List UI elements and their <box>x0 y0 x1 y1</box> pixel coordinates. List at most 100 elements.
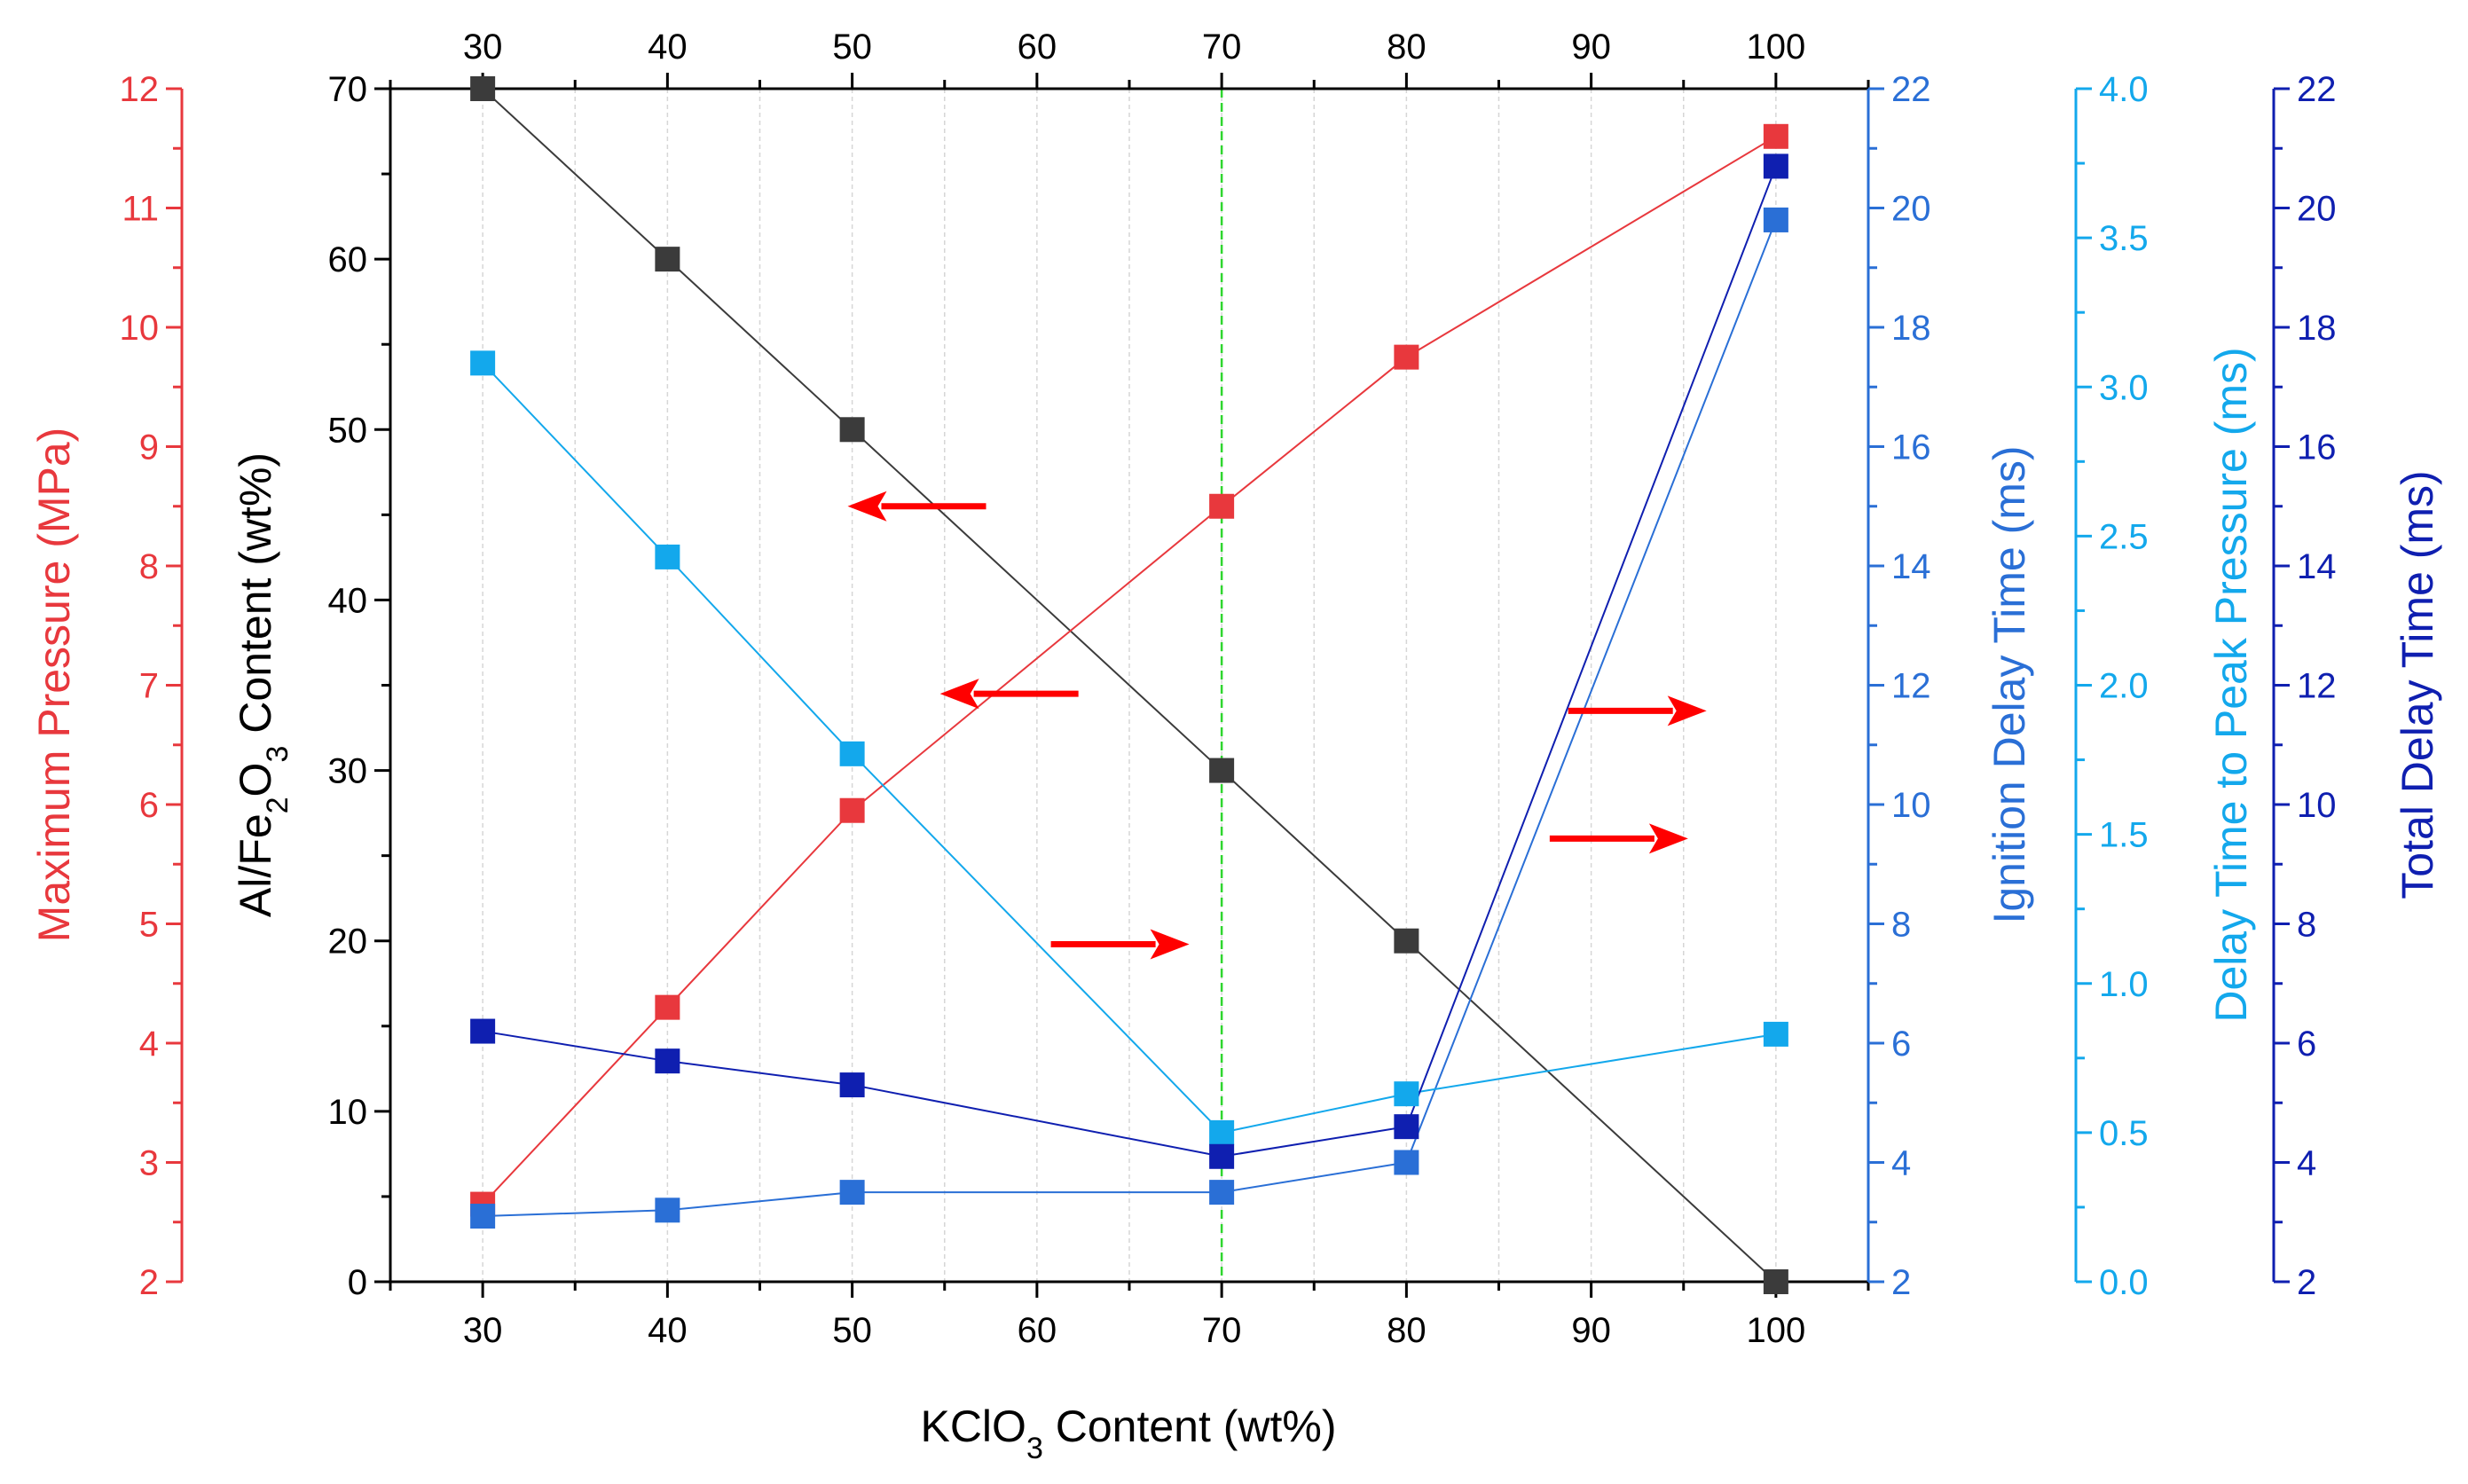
x-tick-label-top: 40 <box>648 27 688 67</box>
peak-tick-label: 1.0 <box>2099 965 2149 1004</box>
ignition-marker <box>655 1197 680 1223</box>
peak-tick-label: 1.5 <box>2099 816 2149 855</box>
pressure-tick-label: 9 <box>139 428 159 467</box>
pressure-tick-label: 6 <box>139 786 159 825</box>
peak-marker <box>655 544 680 569</box>
content-tick-label: 50 <box>328 411 368 450</box>
x-tick-label-top: 50 <box>832 27 872 67</box>
content-tick-label: 60 <box>328 240 368 279</box>
pressure-marker <box>1394 344 1419 370</box>
total-marker <box>1763 153 1788 179</box>
total-tick-label: 16 <box>2297 428 2337 467</box>
x-tick-label-top: 100 <box>1747 27 1806 67</box>
ignition-tick-label: 4 <box>1891 1144 1911 1183</box>
ignition-axis-title: Ignition Delay Time (ms) <box>1985 445 2034 923</box>
total-marker <box>1394 1114 1419 1140</box>
content-marker <box>1394 928 1419 954</box>
total-marker <box>470 1018 496 1044</box>
arrow-right-head <box>1150 929 1190 960</box>
arrow-left-head <box>847 491 887 522</box>
x-tick-label-bottom: 60 <box>1018 1311 1057 1350</box>
total-marker <box>655 1048 680 1074</box>
x-tick-label-top: 90 <box>1571 27 1611 67</box>
x-axis-title-main: KClO <box>920 1402 1026 1451</box>
peak-marker <box>1763 1021 1788 1047</box>
content-tick-label: 0 <box>348 1263 367 1302</box>
total-marker <box>1209 1143 1235 1169</box>
content-axis-title-b: 2 <box>261 797 295 813</box>
total-tick-label: 14 <box>2297 547 2337 586</box>
x-tick-label-top: 80 <box>1387 27 1427 67</box>
pressure-marker <box>839 797 865 823</box>
peak-tick-label: 4.0 <box>2099 70 2149 109</box>
x-tick-label-bottom: 70 <box>1202 1311 1242 1350</box>
x-tick-label-bottom: 30 <box>463 1311 503 1350</box>
pressure-tick-label: 12 <box>120 70 160 109</box>
total-tick-label: 22 <box>2297 70 2337 109</box>
total-series-line <box>482 166 1777 1158</box>
peak-marker <box>839 741 865 766</box>
pressure-tick-label: 11 <box>122 190 159 229</box>
peak-series-line <box>482 362 1777 1134</box>
peak-marker <box>1209 1119 1235 1145</box>
content-marker <box>470 76 496 101</box>
arrow-right-head <box>1667 695 1707 726</box>
ignition-tick-label: 12 <box>1891 667 1931 706</box>
ignition-marker <box>1209 1180 1235 1205</box>
pressure-tick-label: 2 <box>139 1263 159 1302</box>
ignition-tick-label: 10 <box>1891 786 1931 825</box>
pressure-tick-label: 4 <box>139 1025 159 1064</box>
ignition-marker <box>470 1204 496 1229</box>
content-series-line <box>482 89 1777 1282</box>
x-tick-label-top: 60 <box>1018 27 1057 67</box>
x-tick-label-bottom: 50 <box>832 1311 872 1350</box>
peak-marker <box>470 350 496 376</box>
x-axis-title-rest: Content (wt%) <box>1043 1402 1337 1451</box>
content-axis-title-d: 3 <box>261 746 295 763</box>
x-tick-label-top: 30 <box>463 27 503 67</box>
arrow-right-head <box>1648 823 1688 854</box>
pressure-marker <box>1209 493 1235 519</box>
x-axis-title: KClO3 Content (wt%) <box>920 1402 1336 1465</box>
ignition-tick-label: 2 <box>1891 1263 1911 1302</box>
ignition-tick-label: 18 <box>1891 309 1931 348</box>
content-tick-label: 20 <box>328 923 368 962</box>
content-marker <box>655 247 680 272</box>
total-tick-label: 12 <box>2297 667 2337 706</box>
x-tick-label-bottom: 80 <box>1387 1311 1427 1350</box>
content-axis-title-e: Content (wt%) <box>231 452 280 746</box>
ignition-tick-label: 6 <box>1891 1025 1911 1064</box>
content-tick-label: 30 <box>328 752 368 791</box>
content-axis-title: Al/Fe2O3 Content (wt%) <box>231 452 295 917</box>
content-tick-label: 10 <box>328 1093 368 1132</box>
total-tick-label: 20 <box>2297 190 2337 229</box>
peak-tick-label: 2.0 <box>2099 667 2149 706</box>
ignition-tick-label: 22 <box>1891 70 1931 109</box>
x-tick-label-bottom: 90 <box>1571 1311 1611 1350</box>
annotation-arrows <box>847 491 1707 960</box>
data-markers <box>470 76 1788 1294</box>
peak-tick-label: 2.5 <box>2099 517 2149 556</box>
ignition-tick-label: 14 <box>1891 547 1931 586</box>
x-tick-label-bottom: 40 <box>648 1311 688 1350</box>
pressure-tick-label: 8 <box>139 547 159 586</box>
content-axis-title-a: Al/Fe <box>231 813 280 917</box>
pressure-axis-title: Maximum Pressure (MPa) <box>29 428 79 943</box>
total-tick-label: 8 <box>2297 906 2316 945</box>
content-marker <box>1763 1269 1788 1294</box>
total-tick-label: 6 <box>2297 1025 2316 1064</box>
peak-marker <box>1394 1081 1419 1107</box>
pressure-series-line <box>482 135 1777 1205</box>
pressure-tick-label: 10 <box>120 309 160 348</box>
axes: 30 30 40 40 50 50 60 60 70 70 80 80 90 90 100 100 0 10 20 3… <box>120 27 2337 1350</box>
x-tick-label-bottom: 100 <box>1747 1311 1806 1350</box>
vertical-gridlines <box>482 89 1777 1282</box>
peak-tick-label: 0.0 <box>2099 1263 2149 1302</box>
pressure-tick-label: 5 <box>139 906 159 945</box>
ignition-marker <box>839 1180 865 1205</box>
content-marker <box>1209 758 1235 783</box>
total-axis-title: Total Delay Time (ms) <box>2393 470 2442 899</box>
content-axis-title-c: O <box>231 763 280 797</box>
data-series <box>482 89 1777 1282</box>
